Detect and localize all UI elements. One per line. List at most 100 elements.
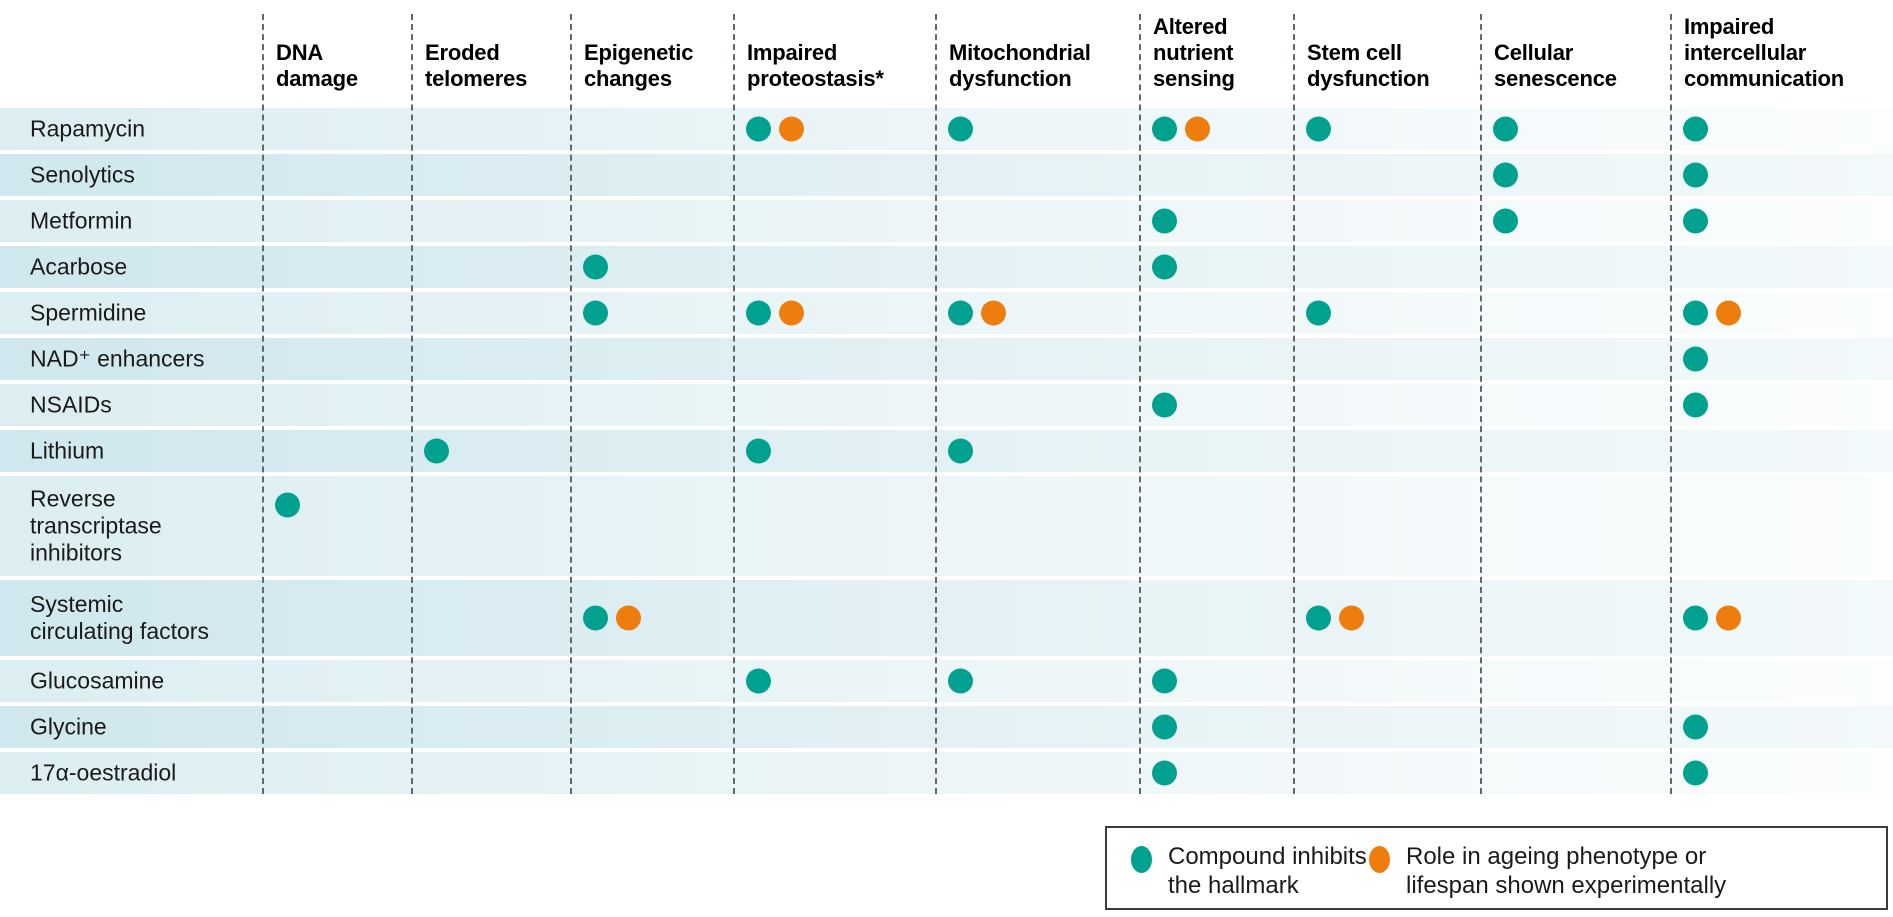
dot-group xyxy=(1683,116,1708,142)
inhibits-dot xyxy=(1683,208,1708,234)
legend: Compound inhibits the hallmark Role in a… xyxy=(1105,826,1888,910)
dot-group xyxy=(1152,668,1177,694)
column-header: DNA damage xyxy=(276,40,358,91)
inhibits-dot xyxy=(746,300,771,326)
inhibits-dot xyxy=(1493,208,1518,234)
dot-group xyxy=(1683,714,1708,740)
dot-group xyxy=(1683,346,1708,372)
column-header: Cellular senescence xyxy=(1494,40,1617,91)
table-row: Reverse transcriptase inhibitors xyxy=(0,476,1893,576)
row-label: Reverse transcriptase inhibitors xyxy=(30,485,162,566)
column-header: Impaired intercellular communication xyxy=(1684,14,1844,91)
table-row: Spermidine xyxy=(0,292,1893,334)
dot-group xyxy=(1493,208,1518,234)
inhibits-dot xyxy=(1152,760,1177,786)
table-row: Acarbose xyxy=(0,246,1893,288)
inhibits-dot xyxy=(1683,116,1708,142)
table-row: Senolytics xyxy=(0,154,1893,196)
inhibits-dot xyxy=(1152,116,1177,142)
column-divider xyxy=(262,14,264,794)
dot-group xyxy=(275,492,300,518)
inhibits-dot xyxy=(1493,162,1518,188)
dot-group xyxy=(746,668,771,694)
dot-group xyxy=(583,254,608,280)
column-divider xyxy=(1293,14,1295,794)
experimental-dot-swatch xyxy=(1369,846,1390,873)
inhibits-dot xyxy=(1306,605,1331,631)
inhibits-dot xyxy=(746,668,771,694)
inhibits-dot xyxy=(948,668,973,694)
inhibits-dot xyxy=(948,116,973,142)
inhibits-dot xyxy=(1152,254,1177,280)
row-label: Systemic circulating factors xyxy=(30,591,209,644)
column-divider xyxy=(411,14,413,794)
experimental-dot xyxy=(779,300,804,326)
inhibits-dot xyxy=(275,492,300,518)
inhibits-dot xyxy=(948,438,973,464)
inhibits-dot xyxy=(1152,714,1177,740)
dot-group xyxy=(1152,714,1177,740)
inhibits-dot xyxy=(1152,392,1177,418)
table-row: NSAIDs xyxy=(0,384,1893,426)
inhibits-dot xyxy=(1493,116,1518,142)
column-header: Eroded telomeres xyxy=(425,40,528,91)
table-row: Systemic circulating factors xyxy=(0,580,1893,656)
inhibits-dot xyxy=(1152,668,1177,694)
column-header: Impaired proteostasis* xyxy=(747,40,884,91)
dot-group xyxy=(1152,760,1177,786)
inhibits-dot xyxy=(583,300,608,326)
row-label: 17α-oestradiol xyxy=(30,759,177,786)
dot-group xyxy=(424,438,449,464)
column-header: Altered nutrient sensing xyxy=(1153,14,1235,91)
table-row: Metformin xyxy=(0,200,1893,242)
inhibits-dot xyxy=(1683,760,1708,786)
experimental-dot xyxy=(779,116,804,142)
inhibits-dot xyxy=(1683,346,1708,372)
table-row: NAD⁺ enhancers xyxy=(0,338,1893,380)
dot-group xyxy=(1152,116,1210,142)
column-divider xyxy=(1480,14,1482,794)
inhibits-dot xyxy=(583,605,608,631)
dot-group xyxy=(746,438,771,464)
dot-group xyxy=(948,116,973,142)
experimental-dot xyxy=(616,605,641,631)
dot-group xyxy=(1306,300,1331,326)
experimental-dot xyxy=(1185,116,1210,142)
table-row: 17α-oestradiol xyxy=(0,752,1893,794)
inhibits-dot-swatch xyxy=(1131,846,1152,873)
column-divider xyxy=(1670,14,1672,794)
column-divider xyxy=(733,14,735,794)
legend-label-experimental: Role in ageing phenotype or lifespan sho… xyxy=(1406,843,1727,899)
table-row: Lithium xyxy=(0,430,1893,472)
dot-group xyxy=(1306,116,1331,142)
dot-group xyxy=(948,300,1006,326)
dot-group xyxy=(746,300,804,326)
row-label: Senolytics xyxy=(30,161,135,188)
inhibits-dot xyxy=(1152,208,1177,234)
experimental-dot xyxy=(1716,605,1741,631)
dot-group xyxy=(948,438,973,464)
experimental-dot xyxy=(981,300,1006,326)
inhibits-dot xyxy=(1683,392,1708,418)
experimental-dot xyxy=(1339,605,1364,631)
inhibits-dot xyxy=(1306,116,1331,142)
table-row: Glucosamine xyxy=(0,660,1893,702)
row-label: Metformin xyxy=(30,207,133,234)
dot-group xyxy=(746,116,804,142)
row-label: Glycine xyxy=(30,713,107,740)
row-label: Rapamycin xyxy=(30,115,146,142)
inhibits-dot xyxy=(424,438,449,464)
inhibits-dot xyxy=(1683,714,1708,740)
inhibits-dot xyxy=(948,300,973,326)
inhibits-dot xyxy=(1683,605,1708,631)
dot-group xyxy=(1152,254,1177,280)
inhibits-dot xyxy=(1683,300,1708,326)
table-row: Rapamycin xyxy=(0,108,1893,150)
row-label: Spermidine xyxy=(30,299,147,326)
inhibits-dot xyxy=(583,254,608,280)
column-divider xyxy=(570,14,572,794)
row-label: Lithium xyxy=(30,437,105,464)
column-divider xyxy=(935,14,937,794)
dot-group xyxy=(1493,162,1518,188)
